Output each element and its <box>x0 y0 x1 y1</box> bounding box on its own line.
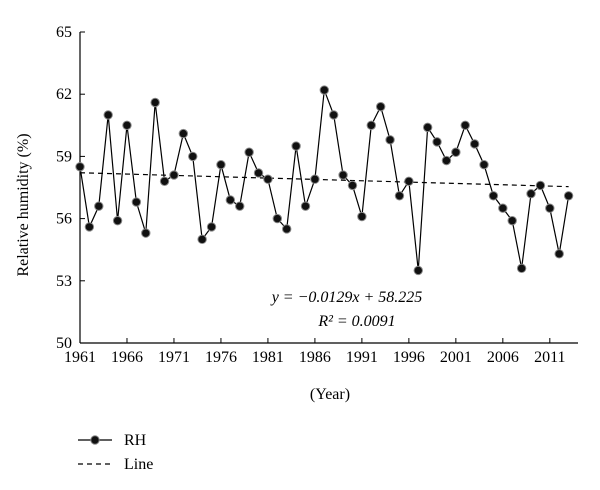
rh-data-point <box>178 128 189 139</box>
rh-data-point <box>554 249 564 259</box>
x-tick-label: 1961 <box>64 349 96 366</box>
x-tick-label: 1981 <box>252 349 284 366</box>
x-tick-label: 1986 <box>299 349 331 366</box>
rh-data-point <box>94 201 104 211</box>
rh-data-point <box>188 151 198 162</box>
rh-series-points <box>75 85 574 276</box>
rh-data-point <box>488 191 499 201</box>
y-axis-label: Relative humidity (%) <box>15 133 32 276</box>
y-tick-label: 65 <box>56 24 72 41</box>
rh-data-point <box>197 234 207 245</box>
rh-data-point <box>545 203 555 213</box>
rh-data-point <box>469 139 480 149</box>
rh-data-point <box>253 168 264 178</box>
rh-data-point <box>300 201 311 211</box>
legend-item-rh: RH <box>78 432 147 449</box>
rh-data-point <box>451 147 461 157</box>
rh-data-point <box>413 265 423 276</box>
rh-data-point <box>526 189 536 199</box>
x-tick-label: 1971 <box>158 349 190 366</box>
x-tick-label: 1966 <box>111 349 143 366</box>
legend-line-label: Line <box>124 456 153 473</box>
x-tick-label: 2006 <box>487 349 519 366</box>
r-squared: R² = 0.0091 <box>317 313 395 330</box>
y-tick-label: 59 <box>56 148 72 165</box>
rh-data-point <box>225 195 236 205</box>
rh-data-point <box>441 155 452 166</box>
rh-data-point <box>357 211 367 222</box>
trend-line <box>79 172 569 188</box>
rh-data-point <box>460 120 470 131</box>
rh-data-point <box>169 170 179 180</box>
plot-area: 50 53 56 59 62 65 1961 1966 1971 1976 1981 1986 199… <box>56 24 578 366</box>
rh-data-point <box>206 222 217 232</box>
trend-equation: y = −0.0129x + 58.225 <box>270 289 423 306</box>
rh-data-point <box>150 97 160 108</box>
x-tick-label: 1991 <box>346 349 378 366</box>
rh-data-point <box>244 147 254 157</box>
rh-data-point <box>328 110 339 120</box>
rh-data-point <box>112 215 123 226</box>
rh-data-point <box>84 222 95 232</box>
rh-data-point <box>141 228 151 238</box>
rh-data-point <box>235 201 245 211</box>
rh-data-point <box>159 176 170 186</box>
rh-data-point <box>291 141 301 151</box>
x-tick-label: 2011 <box>534 349 565 366</box>
y-tick-label: 53 <box>56 273 72 290</box>
rh-data-point <box>216 159 226 170</box>
rh-data-point <box>347 180 358 191</box>
rh-data-point <box>516 263 527 274</box>
rh-data-point <box>103 110 113 120</box>
x-axis-ticks: 1961 1966 1971 1976 1981 1986 1991 1996 2001 2006… <box>64 338 566 366</box>
x-tick-label: 1976 <box>205 349 237 366</box>
legend-rh-marker-icon <box>90 435 100 445</box>
rh-data-point <box>404 176 414 186</box>
rh-data-point <box>507 215 517 226</box>
rh-data-point <box>563 191 574 201</box>
x-tick-label: 1996 <box>393 349 425 366</box>
rh-data-point <box>122 120 132 131</box>
rh-data-point <box>310 174 320 184</box>
rh-data-point <box>272 213 283 224</box>
rh-data-point <box>282 224 292 234</box>
rh-data-point <box>479 159 489 170</box>
legend-rh-label: RH <box>124 432 147 449</box>
rh-data-point <box>263 174 273 184</box>
rh-data-point <box>498 203 508 213</box>
legend: RH Line <box>78 432 153 473</box>
x-tick-label: 2001 <box>440 349 472 366</box>
rh-data-point <box>319 85 330 95</box>
x-axis-label: (Year) <box>310 386 350 403</box>
rh-data-point <box>394 191 405 201</box>
y-axis-ticks: 50 53 56 59 62 65 <box>56 24 85 352</box>
rh-data-point <box>131 197 142 207</box>
rh-data-point <box>535 180 546 191</box>
legend-item-line: Line <box>78 456 153 473</box>
rh-data-point <box>338 170 348 180</box>
y-tick-label: 62 <box>56 86 72 103</box>
rh-data-point <box>366 120 376 131</box>
rh-data-point <box>385 135 395 145</box>
rh-data-point <box>375 101 386 112</box>
y-tick-label: 50 <box>56 335 72 352</box>
y-tick-label: 56 <box>56 211 72 228</box>
rh-data-point <box>432 137 442 147</box>
rh-data-point <box>422 122 433 133</box>
rh-data-point <box>75 162 85 172</box>
